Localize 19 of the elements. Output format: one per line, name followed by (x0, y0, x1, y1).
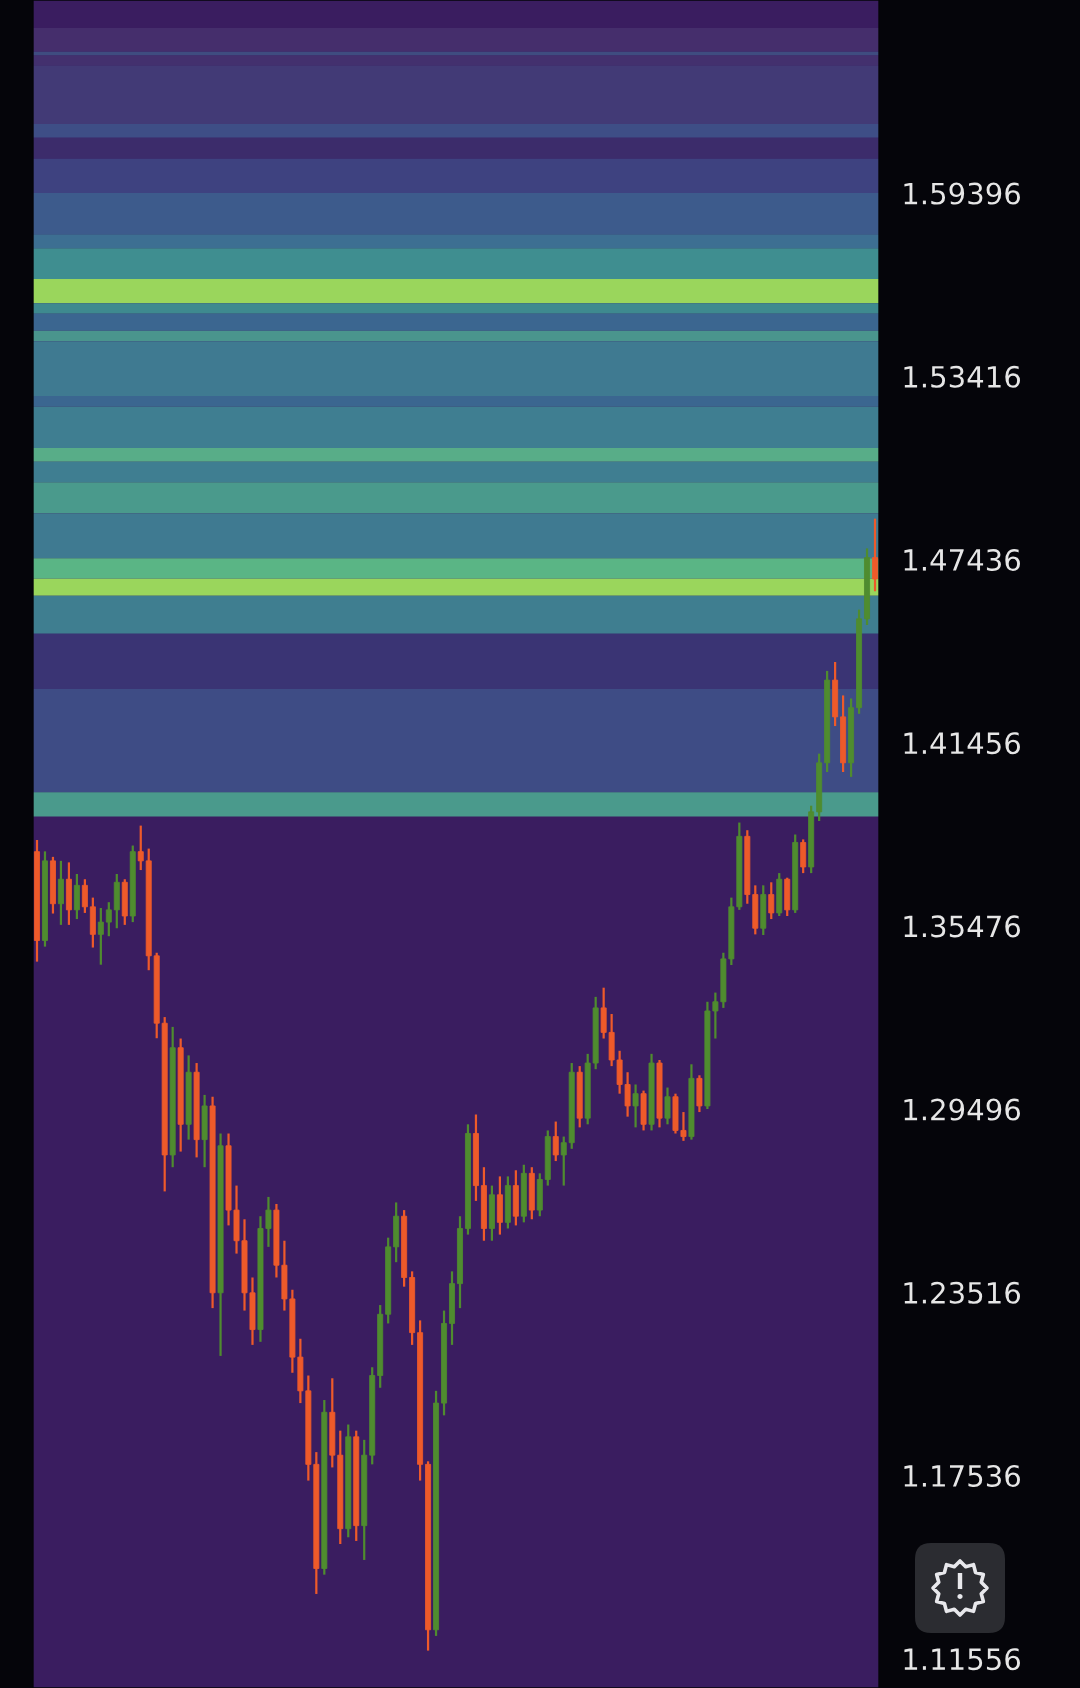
y-tick-label: 1.35476 (904, 915, 1020, 938)
candlestick (137, 824, 144, 872)
candlestick (664, 1086, 671, 1126)
candlestick (768, 881, 775, 921)
y-tick-label: 1.41456 (904, 732, 1020, 755)
y-tick-label: 1.17536 (904, 1464, 1020, 1488)
candlestick (81, 878, 88, 915)
y-tick-label: 1.59396 (904, 182, 1020, 205)
candlestick (97, 906, 104, 966)
y-tick-label: 1.47436 (904, 548, 1020, 572)
candlestick (872, 517, 878, 593)
candlestick (105, 901, 112, 938)
candlestick (560, 1135, 567, 1187)
y-tick-label: 1.53416 (904, 365, 1020, 388)
y-tick-label: 1.11556 (904, 1648, 1020, 1671)
candlestick (632, 1083, 639, 1129)
y-tick-label: 1.23516 (904, 1281, 1020, 1304)
candlestick (552, 1120, 559, 1163)
y-tick-label: 1.29496 (904, 1098, 1020, 1121)
